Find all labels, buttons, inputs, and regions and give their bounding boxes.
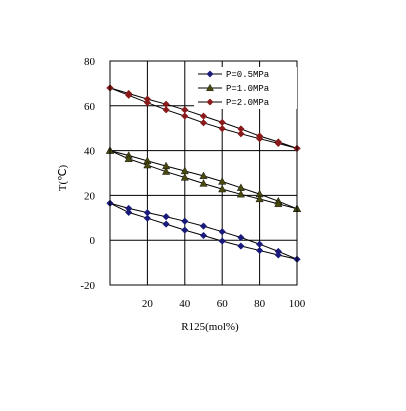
data-point [181, 217, 189, 225]
data-point [237, 242, 245, 250]
legend-label: P=1.0MPa [226, 84, 270, 94]
data-point [143, 160, 152, 169]
y-tick-label: 40 [84, 146, 96, 158]
data-point [180, 173, 189, 181]
data-point [143, 99, 152, 107]
data-point [162, 167, 171, 175]
data-point [181, 112, 189, 120]
legend-marker [206, 98, 214, 106]
data-point [255, 246, 264, 255]
data-point [255, 194, 264, 203]
data-point [218, 177, 227, 185]
legend-label: P=0.5MPa [226, 70, 270, 80]
data-point [124, 154, 133, 162]
data-point [125, 91, 133, 99]
data-point [218, 228, 226, 236]
data-point [218, 237, 226, 245]
data-point [199, 119, 208, 127]
legend: P=0.5MPa P=1.0MPa P=2.0MPa [194, 67, 297, 109]
data-point [162, 213, 170, 221]
y-tick-label: 0 [90, 235, 96, 247]
data-point [218, 124, 226, 133]
data-point [274, 199, 283, 208]
data-point [218, 184, 227, 193]
data-point [125, 208, 133, 217]
x-tick-label: 20 [142, 298, 154, 310]
legend-marker [206, 70, 214, 78]
legend-marker [206, 83, 214, 92]
x-axis-title: R125(mol%) [181, 321, 239, 333]
data-point [181, 226, 189, 234]
plot-frame [109, 60, 298, 286]
x-tick-label: 80 [254, 298, 266, 310]
y-tick-label: 20 [84, 190, 96, 202]
data-point [274, 251, 282, 259]
data-point [143, 214, 152, 222]
y-tick-labels: -20 0 20 40 60 80 [80, 56, 95, 292]
y-tick-label: -20 [80, 280, 95, 292]
data-point [255, 135, 264, 143]
x-tick-label: 100 [289, 298, 306, 310]
x-tick-label: 60 [217, 298, 229, 310]
data-point [162, 220, 170, 228]
y-axis-title: T(℃) [57, 164, 69, 191]
data-point [199, 171, 208, 180]
data-point [199, 222, 208, 230]
data-point [237, 130, 245, 138]
y-tick-label: 60 [84, 101, 96, 113]
x-tick-labels: 20 40 60 80 100 [142, 298, 306, 310]
data-point [237, 233, 245, 242]
data-point [199, 179, 208, 187]
data-point [236, 189, 245, 198]
y-tick-label: 80 [84, 56, 96, 68]
data-point [162, 106, 170, 114]
x-tick-label: 40 [179, 298, 191, 310]
data-point [274, 139, 282, 148]
legend-label: P=2.0MPa [226, 98, 270, 108]
data-point [199, 231, 208, 240]
